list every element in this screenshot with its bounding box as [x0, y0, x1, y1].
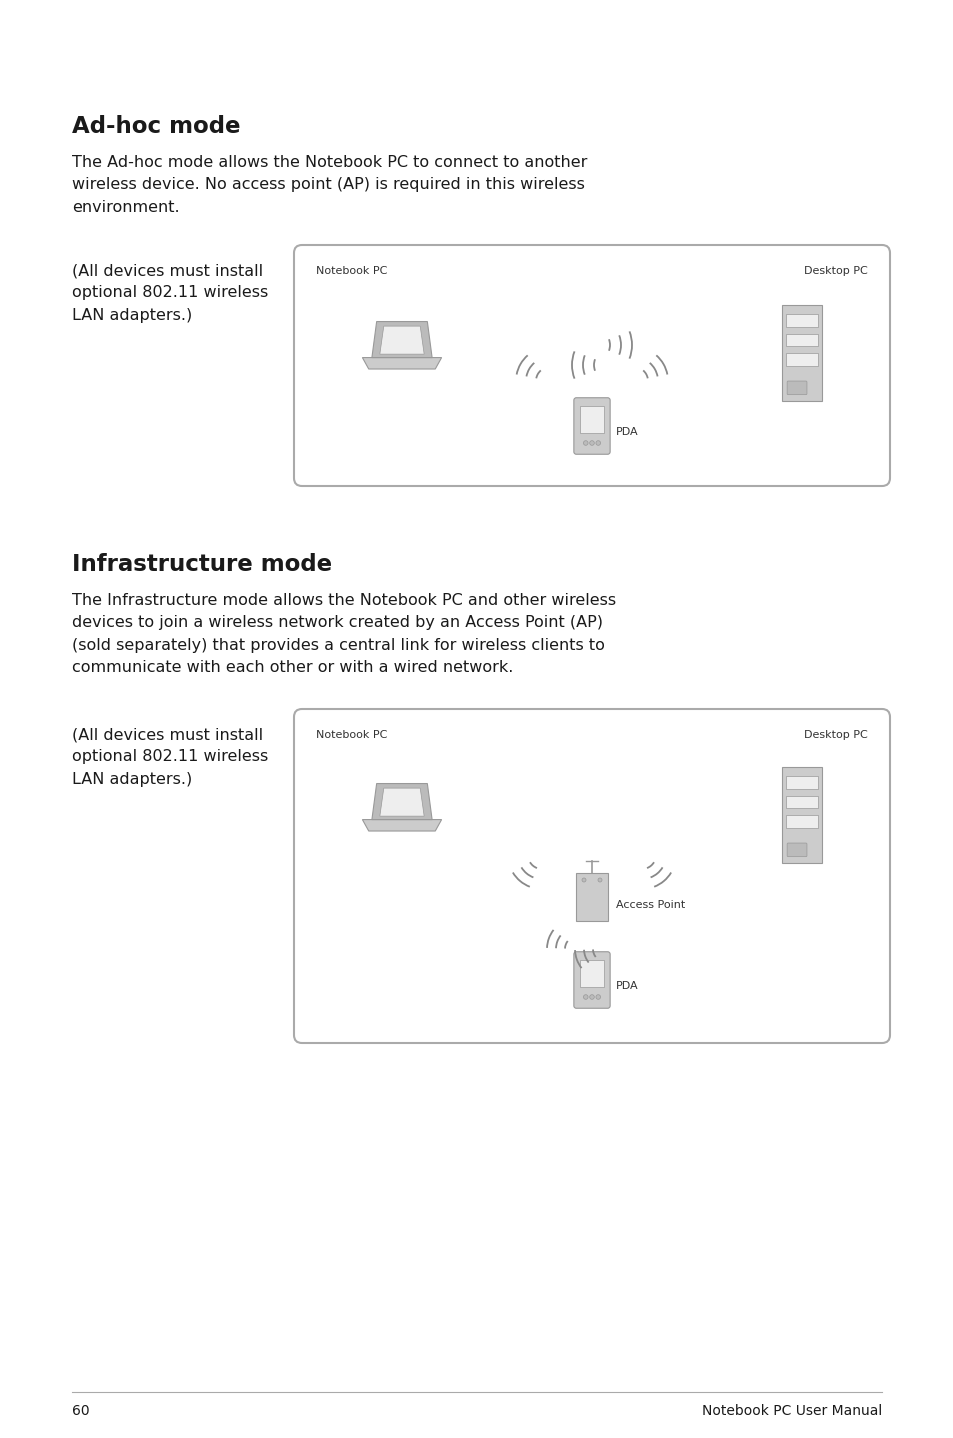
Polygon shape	[372, 322, 432, 358]
Text: Access Point: Access Point	[616, 900, 684, 910]
Text: 60: 60	[71, 1403, 90, 1418]
Polygon shape	[379, 326, 424, 354]
FancyBboxPatch shape	[576, 873, 607, 920]
Text: (All devices must install
optional 802.11 wireless
LAN adapters.): (All devices must install optional 802.1…	[71, 263, 268, 324]
Text: Notebook PC User Manual: Notebook PC User Manual	[701, 1403, 882, 1418]
FancyBboxPatch shape	[786, 843, 806, 857]
FancyBboxPatch shape	[785, 777, 817, 789]
Polygon shape	[372, 784, 432, 820]
Polygon shape	[379, 788, 424, 817]
FancyBboxPatch shape	[785, 352, 817, 365]
FancyBboxPatch shape	[574, 398, 610, 454]
FancyBboxPatch shape	[579, 961, 603, 988]
Circle shape	[589, 440, 594, 446]
Text: PDA: PDA	[616, 427, 638, 437]
Text: PDA: PDA	[616, 981, 638, 991]
FancyBboxPatch shape	[785, 315, 817, 326]
Text: The Infrastructure mode allows the Notebook PC and other wireless
devices to joi: The Infrastructure mode allows the Noteb…	[71, 592, 616, 676]
Text: Desktop PC: Desktop PC	[803, 731, 867, 741]
Circle shape	[583, 440, 587, 446]
FancyBboxPatch shape	[781, 305, 821, 401]
Text: (All devices must install
optional 802.11 wireless
LAN adapters.): (All devices must install optional 802.1…	[71, 728, 268, 787]
Circle shape	[596, 440, 600, 446]
Circle shape	[596, 995, 600, 999]
Circle shape	[598, 879, 601, 881]
FancyBboxPatch shape	[786, 381, 806, 394]
Text: Ad-hoc mode: Ad-hoc mode	[71, 115, 240, 138]
Text: The Ad-hoc mode allows the Notebook PC to connect to another
wireless device. No: The Ad-hoc mode allows the Notebook PC t…	[71, 155, 587, 214]
Polygon shape	[362, 358, 441, 370]
FancyBboxPatch shape	[785, 334, 817, 347]
Text: Desktop PC: Desktop PC	[803, 266, 867, 276]
FancyBboxPatch shape	[785, 815, 817, 828]
Text: Notebook PC: Notebook PC	[315, 731, 387, 741]
Text: Notebook PC: Notebook PC	[315, 266, 387, 276]
Circle shape	[581, 879, 585, 881]
FancyBboxPatch shape	[781, 766, 821, 863]
FancyBboxPatch shape	[785, 795, 817, 808]
Circle shape	[589, 995, 594, 999]
FancyBboxPatch shape	[294, 709, 889, 1043]
Polygon shape	[362, 820, 441, 831]
Circle shape	[583, 995, 587, 999]
Text: Infrastructure mode: Infrastructure mode	[71, 554, 332, 577]
FancyBboxPatch shape	[579, 407, 603, 433]
FancyBboxPatch shape	[574, 952, 610, 1008]
FancyBboxPatch shape	[294, 244, 889, 486]
